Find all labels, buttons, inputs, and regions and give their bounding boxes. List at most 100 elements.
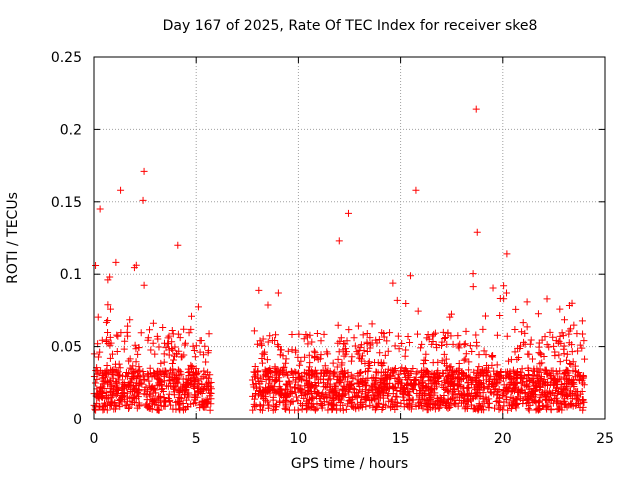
data-point	[345, 326, 353, 334]
data-point	[280, 364, 288, 372]
data-point	[493, 370, 501, 378]
data-point	[567, 325, 575, 333]
data-point	[282, 385, 290, 393]
data-point	[536, 397, 544, 405]
data-point	[351, 342, 359, 350]
data-point	[176, 406, 184, 414]
data-point	[359, 380, 367, 388]
data-point	[136, 366, 144, 374]
data-point	[143, 396, 151, 404]
data-point	[141, 386, 149, 394]
data-point	[563, 380, 571, 388]
data-point	[440, 377, 448, 385]
data-point	[436, 372, 444, 380]
data-point	[92, 406, 100, 414]
data-point	[534, 378, 542, 386]
data-point	[140, 167, 148, 175]
data-point	[271, 369, 279, 377]
data-point	[363, 348, 371, 356]
data-point	[581, 355, 589, 363]
data-point	[115, 396, 123, 404]
data-points	[90, 105, 589, 414]
data-point	[444, 387, 452, 395]
data-point	[443, 340, 451, 348]
data-point	[250, 327, 258, 335]
data-point	[500, 387, 508, 395]
data-point	[205, 330, 213, 338]
data-point	[137, 329, 145, 337]
y-tick-label: 0.25	[51, 50, 82, 66]
data-point	[317, 337, 325, 345]
data-point	[168, 360, 176, 368]
data-point	[175, 405, 183, 413]
data-point	[104, 316, 112, 324]
data-point	[536, 374, 544, 382]
data-point	[379, 394, 387, 402]
data-point	[510, 397, 518, 405]
data-point	[569, 402, 577, 410]
data-point	[149, 339, 157, 347]
data-point	[446, 366, 454, 374]
data-point	[533, 405, 541, 413]
data-point	[249, 392, 257, 400]
data-point	[547, 406, 555, 414]
data-point	[149, 319, 157, 327]
data-point	[478, 406, 486, 414]
data-point	[170, 369, 178, 377]
data-point	[124, 322, 132, 330]
data-point	[389, 279, 397, 287]
data-point	[146, 369, 154, 377]
data-point	[252, 402, 260, 410]
data-point	[525, 371, 533, 379]
data-point	[409, 396, 417, 404]
data-point	[553, 397, 561, 405]
data-point	[486, 376, 494, 384]
data-point	[294, 406, 302, 414]
data-point	[153, 371, 161, 379]
data-point	[469, 270, 477, 278]
data-point	[335, 390, 343, 398]
data-point	[516, 395, 524, 403]
data-point	[179, 375, 187, 383]
data-point	[330, 395, 338, 403]
data-point	[469, 283, 477, 291]
data-point	[335, 348, 343, 356]
data-point	[549, 333, 557, 341]
data-point	[500, 282, 508, 290]
data-point	[443, 398, 451, 406]
data-point	[489, 351, 497, 359]
data-point	[391, 342, 399, 350]
data-point	[160, 339, 168, 347]
data-point	[291, 384, 299, 392]
y-axis-label: ROTI / TECUs	[5, 192, 21, 284]
data-point	[291, 368, 299, 376]
data-point	[119, 389, 127, 397]
data-point	[462, 350, 470, 358]
data-point	[303, 406, 311, 414]
data-point	[343, 337, 351, 345]
data-point	[311, 405, 319, 413]
data-point	[200, 367, 208, 375]
data-point	[256, 374, 264, 382]
data-point	[399, 384, 407, 392]
data-point	[430, 373, 438, 381]
data-point	[160, 350, 168, 358]
data-point	[185, 329, 193, 337]
data-point	[489, 380, 497, 388]
data-point	[295, 330, 303, 338]
data-point	[176, 368, 184, 376]
data-point	[432, 340, 440, 348]
data-point	[458, 369, 466, 377]
data-point	[104, 276, 112, 284]
data-point	[364, 389, 372, 396]
data-point	[361, 368, 369, 376]
data-point	[438, 381, 446, 389]
data-point	[562, 366, 570, 374]
data-point	[184, 365, 192, 373]
data-point	[285, 406, 293, 414]
data-point	[456, 393, 464, 401]
axis-ticks: 0 5 10 15 20 25 0 0.05 0.1 0.15 0.2 0.25	[51, 50, 614, 447]
data-point	[441, 334, 449, 342]
data-point	[309, 369, 317, 377]
data-point	[425, 377, 433, 385]
